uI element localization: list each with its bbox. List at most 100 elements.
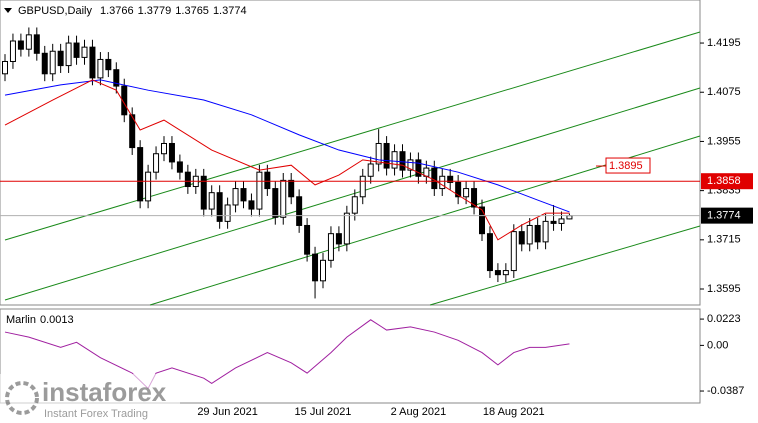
- candle-body: [447, 175, 454, 183]
- symbol: GBPUSD,Daily: [18, 5, 92, 17]
- candle-body: [240, 188, 247, 202]
- oscillator-line: [4, 319, 570, 390]
- candle-body: [439, 175, 446, 190]
- menu-arrow: [4, 8, 12, 13]
- candle-body: [113, 69, 120, 87]
- y-tick-label: 0.00: [707, 339, 728, 351]
- candle-body: [280, 179, 287, 218]
- low-value: 1.3765: [175, 5, 209, 17]
- candle-body: [367, 163, 374, 177]
- candle-body: [264, 171, 271, 190]
- channel-line: [4, 87, 701, 301]
- oscillator-title: Marlin 0.0013: [6, 314, 74, 326]
- candle-body: [288, 179, 295, 198]
- y-tick-label: 1.3595: [707, 283, 741, 295]
- candle-body: [343, 212, 350, 245]
- channel-line: [4, 31, 701, 241]
- y-tick-label: 1.4075: [707, 86, 741, 98]
- candle-body: [216, 192, 223, 222]
- oscillator-value: 0.0013: [40, 314, 74, 326]
- x-tick-label: 15 Jul 2021: [295, 406, 352, 418]
- moving-average: [4, 79, 570, 213]
- candle-body: [168, 142, 175, 163]
- candle-body: [248, 200, 255, 210]
- candle-body: [272, 188, 279, 218]
- candle-body: [320, 259, 326, 282]
- candle-body: [479, 206, 485, 235]
- candle-body: [33, 34, 40, 54]
- candle-body: [105, 58, 112, 71]
- candle-body: [256, 171, 263, 210]
- high-value: 1.3779: [138, 5, 172, 17]
- candle-body: [542, 220, 549, 243]
- candle-body: [327, 233, 334, 261]
- watermark-bg: [0, 374, 180, 423]
- candle-body: [25, 34, 32, 50]
- candle-body: [550, 220, 557, 224]
- candle-body: [200, 175, 207, 210]
- watermark: instaforex Instant Forex Trading: [0, 374, 180, 423]
- candle-body: [407, 159, 414, 171]
- open-value: 1.3766: [100, 5, 134, 17]
- candle-body: [9, 40, 16, 62]
- candle-body: [312, 253, 319, 282]
- candle-body: [304, 224, 311, 255]
- watermark-brand: instaforex: [42, 377, 167, 407]
- candle-body: [153, 153, 160, 173]
- candle-body: [431, 167, 438, 190]
- candle-body: [73, 42, 80, 58]
- level-label-bg: [701, 173, 753, 190]
- candle-body: [161, 142, 167, 155]
- candle-body: [224, 204, 231, 222]
- oscillator-name: Marlin: [6, 314, 36, 326]
- annotation-box: [605, 157, 651, 174]
- channel-line: [429, 225, 701, 306]
- channel: [4, 31, 701, 306]
- candle-body: [137, 147, 144, 202]
- x-tick-label: 29 Jun 2021: [197, 406, 258, 418]
- candle-body: [534, 224, 541, 243]
- last-price-label: 1.3774: [707, 210, 741, 222]
- candle-body: [399, 151, 406, 171]
- annotation-label: 1.3895: [609, 160, 643, 172]
- x-tick-label: 18 Aug 2021: [483, 406, 545, 418]
- candle-body: [97, 58, 104, 79]
- candle-body: [510, 231, 517, 272]
- level-label: 1.3858: [707, 175, 741, 187]
- candle-body: [49, 50, 56, 75]
- candle-body: [494, 270, 501, 276]
- last-price-bg: [701, 207, 753, 224]
- plot: 1.3895: [0, 27, 700, 390]
- x-tick-label: 2 Aug 2021: [391, 406, 447, 418]
- watermark-tagline: Instant Forex Trading: [44, 408, 148, 420]
- candle-body: [383, 142, 390, 169]
- y-tick-label: 1.3715: [707, 234, 741, 246]
- candle-body: [558, 218, 565, 224]
- candle-body: [121, 85, 128, 116]
- candle-body: [208, 192, 215, 210]
- candle-body: [391, 151, 398, 169]
- close-value: 1.3774: [213, 5, 247, 17]
- candle-body: [57, 50, 64, 67]
- watermark-logo: [5, 381, 39, 415]
- candle-body: [232, 188, 239, 206]
- candle-body: [335, 233, 342, 245]
- candle-body: [296, 196, 303, 226]
- candle-body: [518, 231, 525, 245]
- candle-body: [415, 159, 422, 177]
- candle-body: [471, 188, 478, 208]
- candle-body: [65, 42, 72, 67]
- candle-body: [455, 181, 462, 198]
- candle-body: [176, 161, 183, 173]
- candle-body: [89, 46, 96, 79]
- candle-body: [502, 270, 509, 276]
- candle-body: [375, 142, 382, 165]
- candle-body: [526, 224, 533, 245]
- y-tick-label: 1.4195: [707, 37, 741, 49]
- candle-body: [351, 196, 358, 214]
- candle-body: [145, 171, 152, 202]
- candle-body: [81, 46, 88, 58]
- chart-title: GBPUSD,Daily 1.3766 1.3779 1.3765 1.3774: [18, 5, 247, 17]
